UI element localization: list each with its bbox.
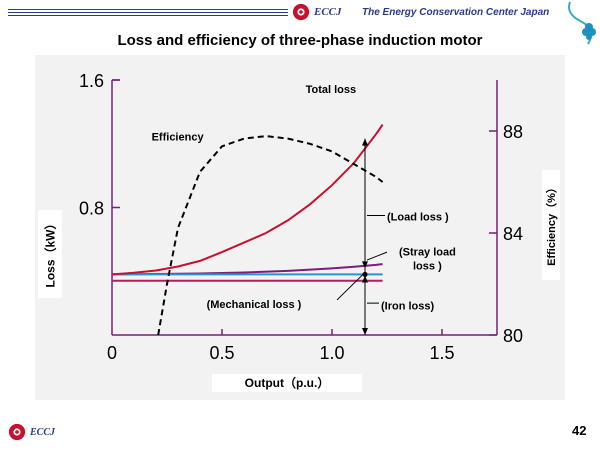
stray-load-loss-curve (111, 263, 383, 276)
efficiency-curve (157, 135, 384, 336)
y-axis-right-label: Efficiency（%） (546, 182, 558, 266)
stray-load-loss-label-2: loss ) (413, 261, 442, 273)
total-loss-curve (111, 124, 384, 276)
x-tick-label: 1.5 (429, 343, 454, 363)
mechanical-loss-leader (336, 274, 364, 301)
stray-loss-leader (366, 251, 388, 261)
page-number: 42 (572, 423, 587, 438)
clover-decoration-icon (568, 1, 596, 45)
x-tick-label: 0 (107, 343, 117, 363)
y-axis-right-label-box: Efficiency（%） (542, 170, 560, 280)
mechanical-loss-label: (Mechanical loss ) (207, 299, 302, 311)
slide-title: Loss and efficiency of three-phase induc… (117, 32, 483, 49)
x-tick-label: 0.5 (209, 343, 234, 363)
y-right-tick-label: 80 (503, 326, 523, 346)
y-axis-left-label: Loss（kW） (43, 217, 58, 288)
efficiency-label: Efficiency (152, 132, 205, 144)
x-axis-label: Output（p.u.） (212, 374, 362, 392)
y-left-tick-label: 0.8 (79, 199, 104, 219)
iron-loss-label: (Iron loss) (381, 301, 435, 313)
x-tick-label: 1.0 (319, 343, 344, 363)
load-loss-label: (Load loss ) (387, 211, 449, 223)
load-loss-arrow-up (362, 138, 368, 146)
organization-name: The Energy Conservation Center Japan (362, 7, 550, 18)
stray-load-loss-label-1: (Stray load (399, 246, 456, 258)
y-left-tick-label: 1.6 (79, 71, 104, 91)
header-logo-text: ECCJ (314, 6, 342, 18)
footer-eccj-logo-icon (8, 423, 26, 441)
footer-logo-text: ECCJ (30, 427, 56, 438)
stray-loss-point (362, 271, 368, 277)
header-bar: ECCJ The Energy Conservation Center Japa… (0, 0, 600, 26)
iron-loss-arrow-up (362, 275, 368, 283)
y-axis-left-label-box: Loss（kW） (38, 210, 62, 298)
total-loss-label: Total loss (306, 84, 357, 96)
eccj-logo-icon (292, 3, 310, 21)
chart-panel (35, 55, 565, 400)
y-right-tick-label: 84 (503, 224, 523, 244)
header-stripes (8, 9, 288, 17)
iron-loss-arrow-down (362, 328, 368, 335)
y-right-tick-label: 88 (503, 122, 523, 142)
